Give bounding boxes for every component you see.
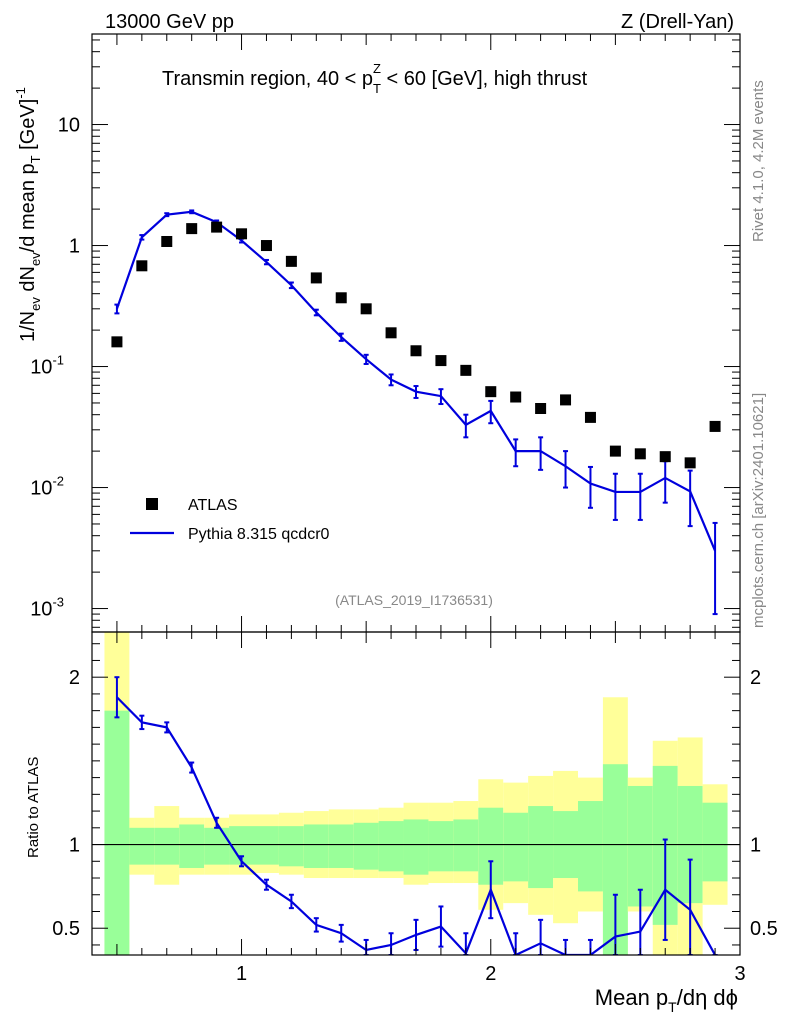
y-tick-exp: -2 [52, 474, 64, 489]
band-inner [328, 824, 354, 868]
main-panel-content [111, 209, 721, 616]
y-label-sub1: ev [28, 297, 43, 311]
y-tick-exp: -3 [52, 595, 64, 610]
data-point [634, 448, 646, 460]
data-point [485, 386, 497, 398]
data-point [186, 223, 198, 235]
analysis-id: (ATLAS_2019_I1736531) [335, 592, 493, 608]
band-inner [528, 806, 554, 889]
band-inner [303, 824, 329, 868]
y-label-sub3: T [28, 155, 43, 163]
y-tick-label: 10 [58, 115, 80, 137]
band-inner [378, 821, 404, 872]
data-point [360, 303, 372, 315]
band-inner [204, 827, 230, 865]
plot-title: Transmin region, 40 < pTZ < 60 [GeV], hi… [162, 61, 588, 96]
y-tick-base: 1 [69, 236, 80, 258]
y-tick-base: 10 [30, 599, 52, 621]
y-tick-exp: -1 [52, 353, 64, 368]
band-inner [154, 827, 180, 865]
x-label-sub: T [668, 999, 677, 1015]
rivet-label: Rivet 4.1.0, 4.2M events [750, 80, 767, 242]
data-point [584, 411, 596, 423]
y-label-part4: [GeV] [17, 99, 39, 156]
data-point [560, 394, 572, 406]
band-inner [403, 819, 429, 875]
data-point [435, 355, 447, 367]
band-inner [453, 819, 479, 872]
band-inner [503, 812, 529, 882]
data-point [136, 260, 148, 272]
legend-data-marker [146, 498, 158, 510]
x-tick-label: 3 [734, 963, 745, 985]
data-point [335, 292, 347, 304]
header-right: Z (Drell-Yan) [621, 11, 734, 33]
x-label-suffix: /dη dϕ [677, 985, 738, 1010]
band-inner [129, 827, 155, 865]
ratio-y-tick-label-left: 0.5 [52, 918, 80, 940]
y-label-part2: dN [17, 266, 39, 297]
data-point [535, 403, 547, 415]
data-point [211, 221, 223, 233]
data-point [510, 391, 522, 403]
ratio-y-tick-label-left: 1 [69, 835, 80, 857]
mcplots-label: mcplots.cern.ch [arXiv:2401.10621] [750, 393, 767, 628]
data-point [285, 255, 297, 267]
band-inner [278, 826, 304, 867]
data-point [111, 336, 123, 348]
data-point [684, 457, 696, 469]
ratio-y-tick-label-left: 2 [69, 667, 80, 689]
data-point [385, 327, 397, 339]
x-tick-label: 1 [236, 963, 247, 985]
y-tick-label: 10-1 [30, 353, 64, 379]
data-point [260, 240, 272, 252]
band-inner [428, 821, 454, 872]
data-point [709, 420, 721, 432]
ratio-panel-content [92, 676, 740, 955]
plot-title-suffix: < 60 [GeV], high thrust [381, 68, 588, 90]
data-point [410, 345, 422, 357]
y-axis-label: 1/Nev dNev/d mean pT [GeV]-1 [13, 87, 43, 342]
header-left: 13000 GeV pp [105, 11, 234, 33]
y-tick-base: 10 [30, 357, 52, 379]
plot-title-sup: Z [373, 61, 381, 76]
plot-title-prefix: Transmin region, 40 < p [162, 68, 373, 90]
y-label-part3: /d mean p [17, 163, 39, 252]
ratio-y-label: Ratio to ATLAS [25, 757, 42, 858]
y-tick-base: 10 [58, 115, 80, 137]
ratio-uncertainty-bands [104, 632, 728, 955]
y-label-sup: -1 [13, 87, 28, 99]
data-point [609, 445, 621, 457]
data-point [161, 235, 173, 247]
data-point [236, 228, 248, 240]
y-label-main: 1/N [17, 311, 39, 342]
x-axis-label: Mean pT/dη dϕ [595, 985, 738, 1015]
y-tick-label: 10-3 [30, 595, 64, 621]
y-tick-base: 10 [30, 478, 52, 500]
legend-mc-label: Pythia 8.315 qcdcr0 [188, 526, 330, 543]
legend-data-label: ATLAS [188, 497, 238, 514]
band-inner [254, 826, 279, 865]
data-point [460, 364, 472, 376]
band-inner [104, 710, 130, 955]
data-point [659, 451, 671, 463]
band-inner [578, 801, 603, 892]
y-tick-label: 10-2 [30, 474, 64, 500]
ratio-y-tick-label-right: 1 [750, 835, 761, 857]
ratio-y-tick-label-right: 2 [750, 667, 761, 689]
ratio-mc-group [114, 676, 718, 955]
x-tick-label: 2 [485, 963, 496, 985]
ratio-y-tick-label-right: 0.5 [750, 918, 778, 940]
band-inner [702, 802, 728, 882]
band-inner [353, 822, 379, 870]
y-label-sub2: ev [28, 252, 43, 266]
data-point [310, 272, 322, 284]
y-tick-label: 1 [69, 236, 80, 258]
x-label-prefix: Mean p [595, 985, 668, 1010]
band-inner [179, 824, 205, 868]
plot-title-sub: T [373, 81, 381, 96]
band-inner [627, 785, 653, 907]
